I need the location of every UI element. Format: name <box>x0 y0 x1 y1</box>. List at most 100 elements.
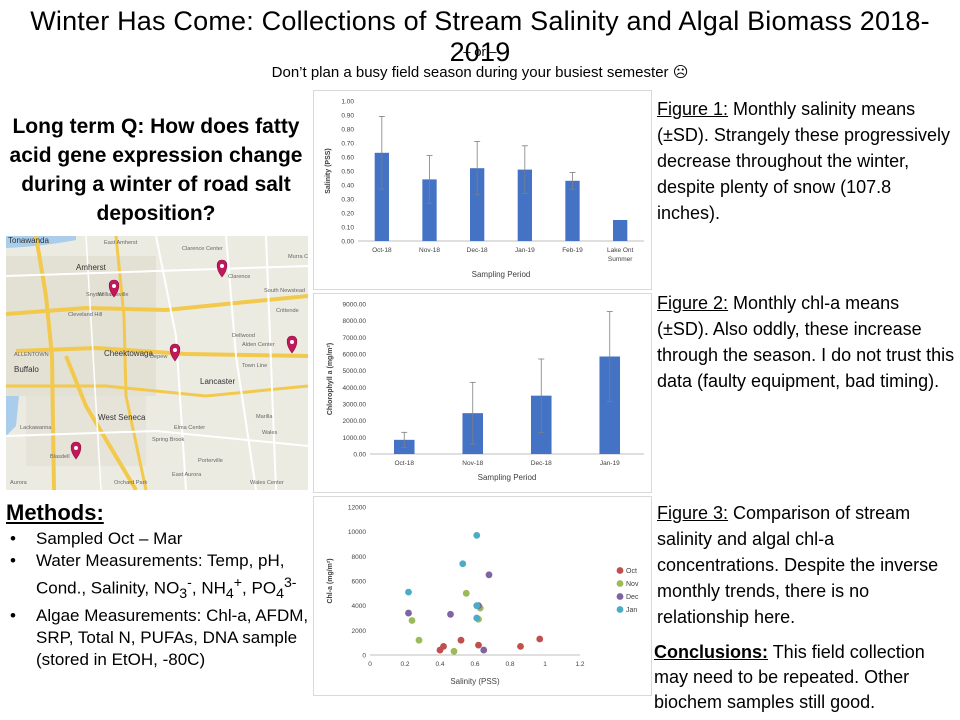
x-tick-label: 1.2 <box>575 661 584 668</box>
x-tick-label: 0 <box>368 661 372 668</box>
methods-item-sampling: Sampled Oct – Mar <box>8 528 326 550</box>
x-tick-label: Lake Ont <box>607 247 634 254</box>
point-oct <box>440 642 447 650</box>
map-label: Clarence <box>228 274 250 280</box>
y-tick-label: 0 <box>362 653 366 660</box>
legend-marker-dec <box>616 593 624 600</box>
point-jan <box>473 602 481 610</box>
figure-1-text: Monthly salinity means (±SD). Strangely … <box>657 99 950 223</box>
point-jan <box>473 614 481 622</box>
point-oct <box>517 642 524 650</box>
y-tick-label: 6000.00 <box>343 352 367 359</box>
marker-alden-dot <box>290 340 294 344</box>
point-dec <box>485 571 493 579</box>
figure-3-chart: 0 2000 4000 6000 8000 10000 12000 0 0.2 0.4 0.6 0.8… <box>313 496 652 696</box>
x-tick-label: Nov-18 <box>462 460 483 467</box>
point-oct <box>457 636 465 644</box>
map-label: Snyder <box>86 292 104 298</box>
y-axis-title: Chl-a (mg/m²) <box>327 558 334 603</box>
marker-williamsville-dot <box>112 284 116 288</box>
methods-list: Sampled Oct – Mar Water Measurements: Te… <box>8 528 326 671</box>
y-tick-label: 5000.00 <box>343 368 367 375</box>
poster-title: Winter Has Come: Collections of Stream S… <box>30 6 930 67</box>
y-tick-label: 0.90 <box>341 113 354 120</box>
map-label: Cleveland Hill <box>68 312 102 318</box>
y-tick-label: 0.70 <box>341 141 354 148</box>
figure-3-caption: Figure 3: Comparison of stream salinity … <box>657 500 955 630</box>
figure-1-label: Figure 1: <box>657 99 729 119</box>
map-label: Clarence Center <box>182 246 223 252</box>
map-label: ALLENTOWN <box>14 352 49 358</box>
chlorophyll-bar-chart: 0.00 1000.00 2000.00 3000.00 4000.00 5000.00 6… <box>327 302 644 482</box>
map-label: Dellwood <box>232 333 255 339</box>
x-tick-label: Dec-18 <box>467 247 488 254</box>
research-question: Long term Q: How does fatty acid gene ex… <box>9 115 303 225</box>
marker-williamsville <box>108 279 120 298</box>
map-label: Elma Center <box>174 425 205 431</box>
x-tick-label: Jan-19 <box>600 460 620 467</box>
methods-item-text: Algae Measurements: Chl-a, AFDM, SRP, To… <box>36 606 309 670</box>
map-label: Cheektowaga <box>104 349 153 358</box>
map-label: South Newstead <box>264 288 305 294</box>
map-label: Tonawanda <box>8 236 49 245</box>
x-tick-label: Nov-18 <box>419 247 440 254</box>
methods-item-algae: Algae Measurements: Chl-a, AFDM, SRP, To… <box>8 605 326 671</box>
figure-2-label: Figure 2: <box>657 293 729 313</box>
map-label: Lancaster <box>200 377 235 386</box>
map-label: Marilla <box>256 414 273 420</box>
marker-depew-dot <box>173 348 177 352</box>
x-axis-title: Salinity (PSS) <box>450 677 500 686</box>
x-tick-label: Feb-19 <box>562 247 583 254</box>
legend-label-nov: Nov <box>626 581 639 588</box>
map-label: West Seneca <box>98 413 146 422</box>
y-tick-label: 0.50 <box>341 169 354 176</box>
map-label: Buffalo <box>14 365 39 374</box>
bar <box>374 152 389 241</box>
map-label: Depew <box>150 354 168 360</box>
point-oct <box>475 641 482 649</box>
y-tick-label: 0.30 <box>341 197 354 204</box>
marker-blasdell <box>70 441 82 460</box>
x-tick-label: Summer <box>608 256 633 263</box>
salinity-chl-scatter: 0 2000 4000 6000 8000 10000 12000 0 0.2 0.4 0.6 0.8… <box>327 505 639 687</box>
map-label: Alden Center <box>242 342 275 348</box>
legend-marker-oct <box>616 567 624 574</box>
figure-2-caption: Figure 2: Monthly chl-a means (±SD). Als… <box>657 290 955 394</box>
figure-2-chart: 0.00 1000.00 2000.00 3000.00 4000.00 5000.00 6… <box>313 293 652 493</box>
figure-3-text: Comparison of stream salinity and algal … <box>657 503 939 627</box>
x-axis-title: Sampling Period <box>478 473 537 482</box>
bar <box>470 168 485 241</box>
point-dec <box>405 609 412 617</box>
y-tick-label: 7000.00 <box>343 335 367 342</box>
point-jan <box>459 560 467 568</box>
x-axis-title: Sampling Period <box>472 270 531 279</box>
y-tick-label: 1000.00 <box>343 435 367 442</box>
y-axis-title: Chlorophyll a (mg/m²) <box>327 343 334 415</box>
point-nov <box>408 617 416 624</box>
y-tick-label: 0.00 <box>353 452 366 459</box>
x-tick-label: 1 <box>543 661 547 668</box>
map-label: Wales <box>262 430 278 436</box>
map-graphic: Tonawanda East Amherst Clarence Center Murr… <box>6 236 308 490</box>
marker-alden <box>286 335 298 354</box>
conclusions: Conclusions: This field collection may n… <box>654 640 954 715</box>
y-axis-title: Salinity (PSS) <box>325 148 332 194</box>
point-dec <box>480 646 488 654</box>
x-tick-label: Dec-18 <box>531 460 552 467</box>
map-label: Lackawanna <box>20 425 52 431</box>
figure-1-caption: Figure 1: Monthly salinity means (±SD). … <box>657 96 955 226</box>
conclusions-label: Conclusions: <box>654 642 769 662</box>
map-label: East Amherst <box>104 240 138 246</box>
y-tick-label: 4000.00 <box>343 385 367 392</box>
x-tick-label: 0.6 <box>470 661 479 668</box>
bar <box>517 169 532 241</box>
bar <box>565 180 580 241</box>
x-tick-label: 0.4 <box>435 661 444 668</box>
y-tick-label: 4000 <box>352 603 367 610</box>
point-jan <box>473 531 481 539</box>
map-label: Porterville <box>198 458 223 464</box>
map-label: Blasdell <box>50 454 70 460</box>
map-label: East Aurora <box>172 472 202 478</box>
point-nov <box>450 647 458 655</box>
map-label: Wales Center <box>250 480 284 486</box>
